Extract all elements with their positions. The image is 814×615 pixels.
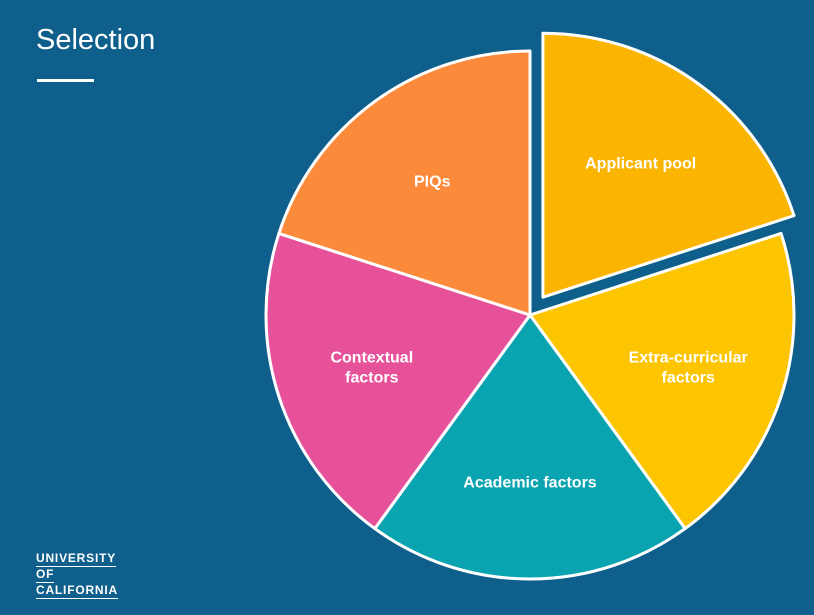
pie-slice-label: PIQs <box>414 173 451 190</box>
pie-slice-contextual-factors <box>264 231 532 531</box>
pie-slice-label: Contextual factors <box>330 349 413 386</box>
pie-slice-applicant-pool <box>541 31 796 299</box>
pie-slice-extra-curricular-factors <box>528 231 796 531</box>
logo-line-california: CALIFORNIA <box>36 583 118 599</box>
pie-slice-academic-factors <box>373 313 687 581</box>
university-of-california-logo: UNIVERSITY OF CALIFORNIA <box>36 551 118 599</box>
pie-slice-label: Applicant pool <box>585 156 696 173</box>
title-underline <box>37 79 94 82</box>
pie-slice-label: Extra-curricular factors <box>629 349 748 386</box>
logo-line-of: OF <box>36 567 55 583</box>
pie-slice-piqs <box>277 49 532 317</box>
logo-line-university: UNIVERSITY <box>36 551 117 567</box>
slide-title: Selection <box>36 24 156 56</box>
pie-slice-label: Academic factors <box>463 474 596 491</box>
